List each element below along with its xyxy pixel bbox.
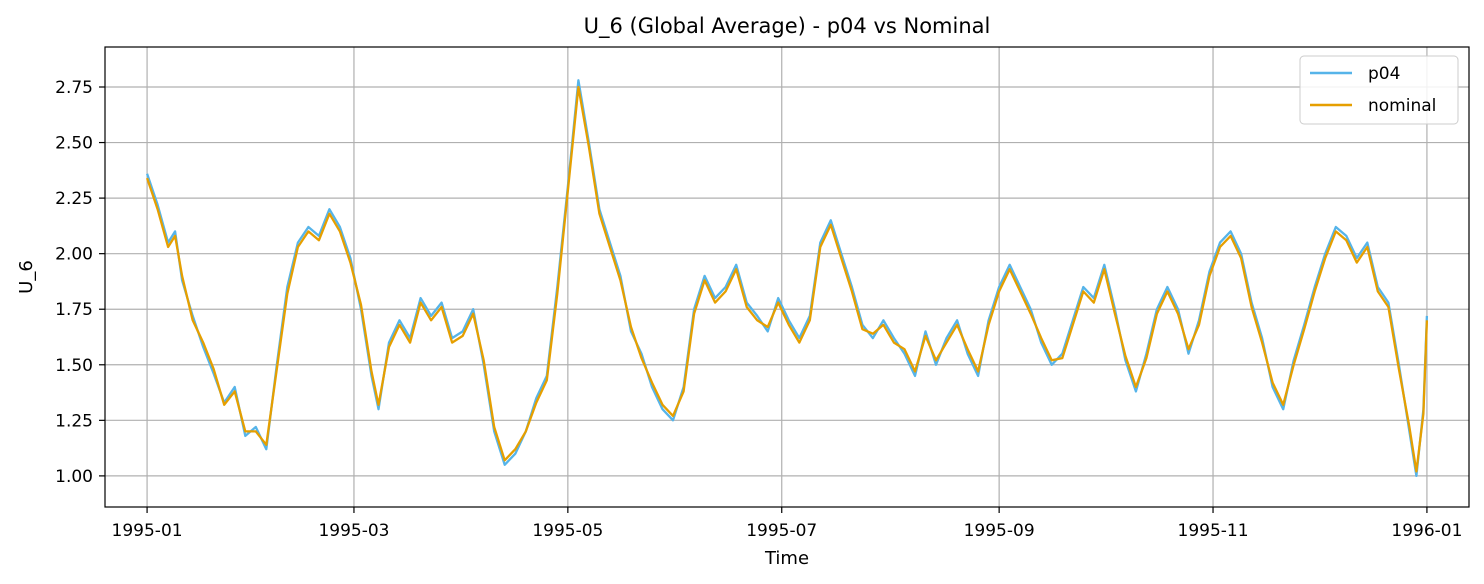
- y-axis-label: U_6: [16, 260, 37, 294]
- x-tick-label: 1995-05: [532, 521, 603, 541]
- y-tick-label: 2.50: [55, 134, 93, 154]
- grid: [105, 47, 1469, 507]
- x-axis-ticks: 1995-01 1995-03 1995-05 1995-07 1995-09 1995-…: [112, 507, 1462, 541]
- x-tick-label: 1995-01: [112, 521, 183, 541]
- x-tick-label: 1995-09: [964, 521, 1035, 541]
- y-tick-label: 1.50: [55, 356, 93, 376]
- y-tick-label: 2.00: [55, 245, 93, 265]
- series-lines: [146, 79, 1429, 478]
- x-tick-label: 1995-11: [1178, 521, 1249, 541]
- y-tick-label: 1.00: [55, 467, 93, 487]
- chart-title: U_6 (Global Average) - p04 vs Nominal: [584, 14, 991, 39]
- x-tick-label: 1995-03: [318, 521, 389, 541]
- legend-label-nominal: nominal: [1368, 96, 1436, 116]
- y-tick-label: 2.75: [55, 78, 93, 98]
- x-axis-label: Time: [764, 548, 809, 569]
- y-tick-label: 1.25: [55, 411, 93, 431]
- x-tick-label: 1996-01: [1391, 521, 1462, 541]
- legend: p04 nominal: [1299, 55, 1459, 125]
- y-tick-label: 2.25: [55, 189, 93, 209]
- y-tick-label: 1.75: [55, 300, 93, 320]
- series-line-nominal: [146, 85, 1429, 473]
- y-axis-ticks: 1.00 1.25 1.50 1.75 2.00 2.25 2.50 2.75: [55, 78, 105, 487]
- plot-frame: [104, 46, 1470, 508]
- legend-label-p04: p04: [1368, 64, 1400, 84]
- x-tick-label: 1995-07: [746, 521, 817, 541]
